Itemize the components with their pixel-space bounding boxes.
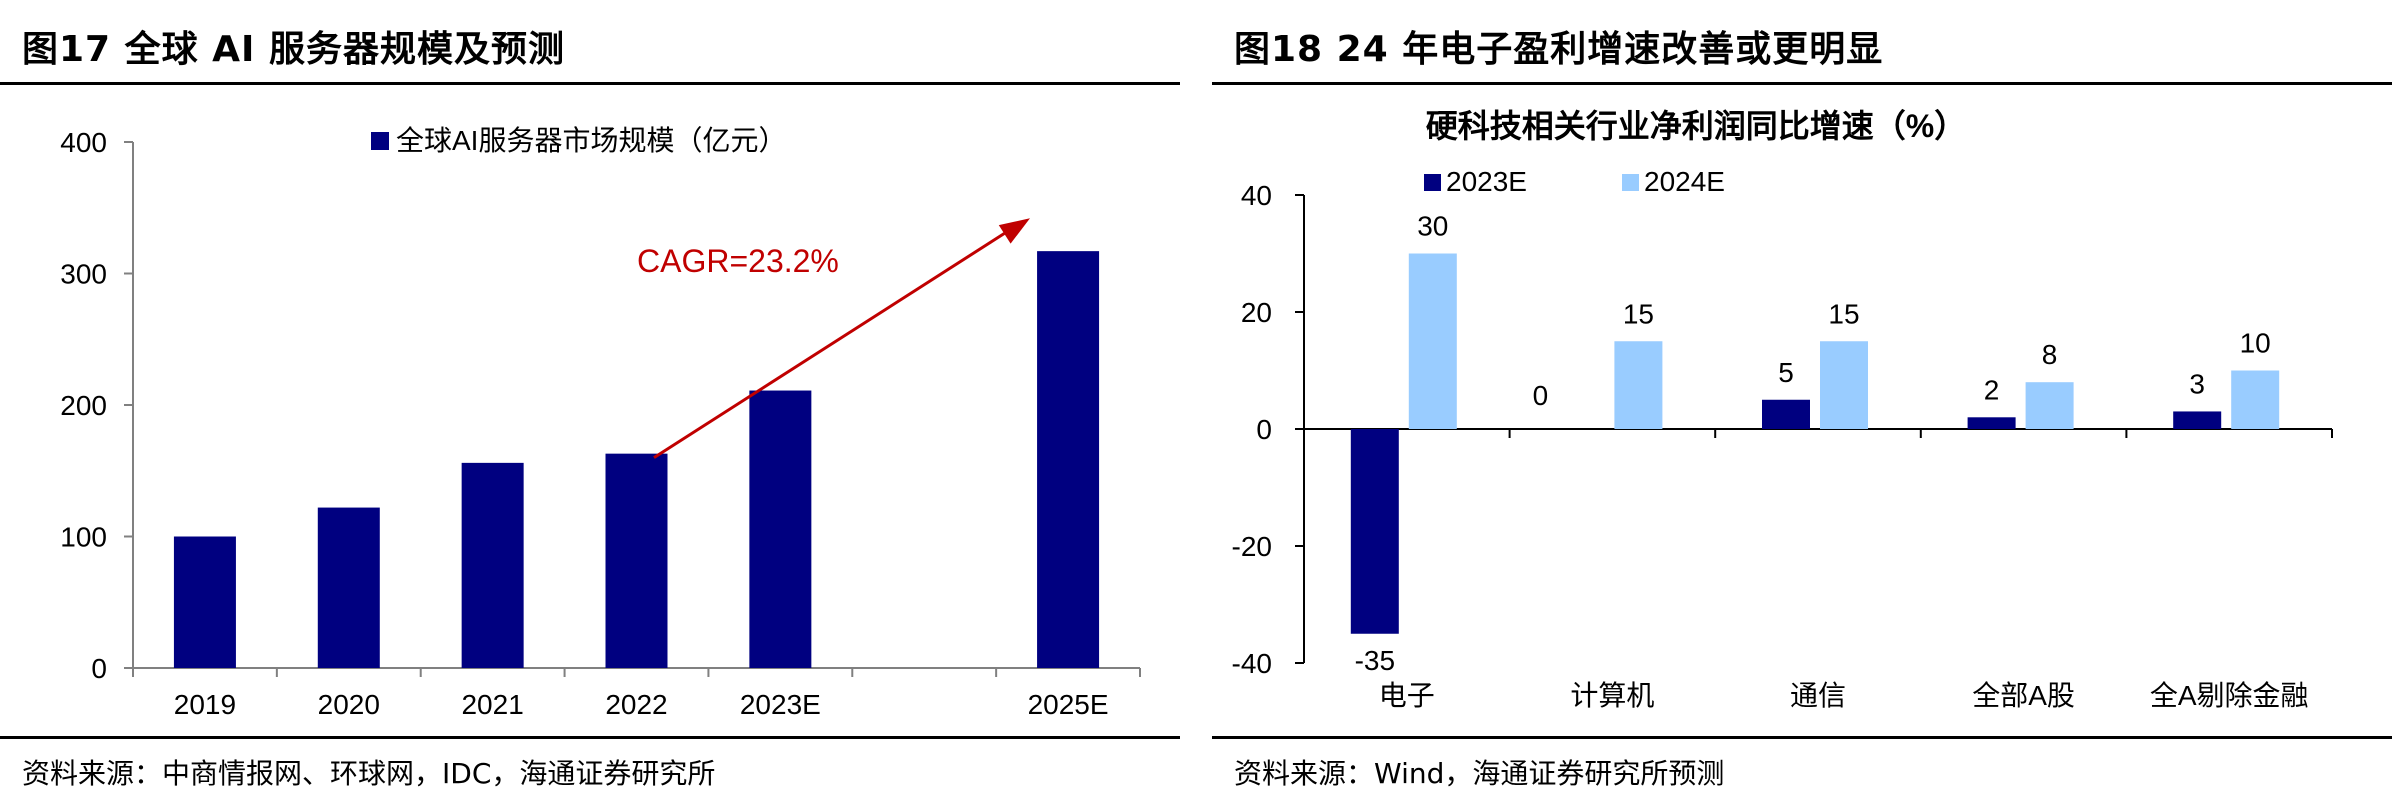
- data-label: 5: [1778, 357, 1794, 388]
- source-note: 资料来源：Wind，海通证券研究所预测: [1234, 757, 1725, 790]
- bar-2023E-电子: [1350, 429, 1399, 634]
- bar-2023E: [749, 390, 812, 668]
- bar-2021: [461, 462, 524, 668]
- title-divider: [0, 82, 1180, 85]
- bar-2020: [317, 507, 380, 668]
- source-divider: [0, 736, 1180, 739]
- figure-17-panel: 图17 全球 AI 服务器规模及预测 0 100 200 300 400 2019 2020…: [0, 0, 1180, 790]
- bar-2024E-全部A股: [2025, 382, 2074, 429]
- source-divider: [1212, 736, 2392, 739]
- data-label: 3: [2189, 368, 2205, 399]
- x-tick-label: 2019: [174, 689, 236, 720]
- x-tick-label: 2022: [605, 689, 667, 720]
- data-label: 2: [1984, 374, 2000, 405]
- x-tick-label: 2021: [461, 689, 523, 720]
- y-tick-label: 0: [1256, 414, 1272, 445]
- bar-2022: [605, 453, 668, 668]
- figure-title: 图18 24 年电子盈利增速改善或更明显: [1234, 29, 1884, 70]
- legend-swatch-2023: [1424, 174, 1441, 191]
- data-label: 10: [2240, 328, 2271, 359]
- ai-server-bar-chart: 0 100 200 300 400 2019 2020 2021 2022 2023E 2025E 全…: [60, 125, 1141, 720]
- y-tick-label: 400: [60, 127, 107, 158]
- legend-swatch-2024: [1622, 174, 1639, 191]
- cagr-arrow-line: [653, 226, 1015, 459]
- data-label: 30: [1417, 211, 1448, 242]
- y-tick-label: 300: [60, 259, 107, 290]
- bar-2019: [173, 536, 236, 668]
- y-tick-label: 100: [60, 522, 107, 553]
- y-tick-label: 0: [91, 653, 107, 684]
- y-tick-label: -40: [1232, 648, 1272, 679]
- bar-2025E: [1037, 251, 1100, 668]
- cagr-arrow-head: [998, 218, 1030, 244]
- source-note: 资料来源：中商情报网、环球网，IDC，海通证券研究所: [22, 757, 716, 790]
- data-label: 15: [1828, 298, 1859, 329]
- bar-2024E-电子: [1408, 253, 1457, 429]
- x-tick-label: 电子: [1379, 680, 1435, 711]
- x-tick-label: 通信: [1790, 680, 1846, 711]
- x-tick-label: 2020: [318, 689, 380, 720]
- bar-2023E-通信: [1762, 399, 1810, 429]
- bar-2024E-全A剔除金融: [2231, 370, 2280, 429]
- figure-18-panel: 图18 24 年电子盈利增速改善或更明显 硬科技相关行业净利润同比增速（%） 20…: [1212, 0, 2392, 790]
- bar-2023E-全部A股: [1967, 417, 2016, 429]
- x-tick-label: 计算机: [1570, 680, 1654, 711]
- x-tick-label: 2025E: [1028, 689, 1109, 720]
- x-tick-label: 全部A股: [1972, 680, 2075, 711]
- data-label: 8: [2042, 339, 2058, 370]
- y-tick-label: 200: [60, 390, 107, 421]
- bar-2024E-计算机: [1614, 341, 1663, 429]
- y-tick-label: 40: [1241, 180, 1272, 211]
- title-divider: [1212, 82, 2392, 85]
- cagr-annotation: CAGR=23.2%: [637, 243, 839, 279]
- y-tick-label: -20: [1232, 531, 1272, 562]
- legend-label-2024: 2024E: [1644, 166, 1725, 197]
- bar-2023E-全A剔除金融: [2173, 411, 2222, 429]
- figure-title: 图17 全球 AI 服务器规模及预测: [22, 29, 565, 70]
- legend-swatch: [371, 132, 389, 150]
- y-tick-label: 20: [1241, 297, 1272, 328]
- x-tick-label: 2023E: [740, 689, 821, 720]
- legend-label: 全球AI服务器市场规模（亿元）: [396, 125, 786, 156]
- chart-title: 硬科技相关行业净利润同比增速（%）: [1426, 108, 1966, 144]
- data-label: -35: [1355, 645, 1395, 676]
- x-tick-label: 全A剔除金融: [2150, 680, 2309, 711]
- bar-2024E-通信: [1820, 341, 1868, 429]
- data-label: 15: [1623, 298, 1654, 329]
- legend-label-2023: 2023E: [1446, 166, 1527, 197]
- data-label: 0: [1533, 380, 1549, 411]
